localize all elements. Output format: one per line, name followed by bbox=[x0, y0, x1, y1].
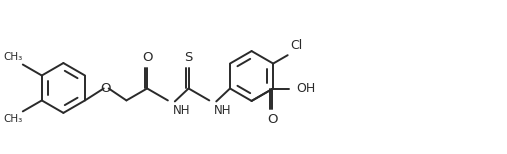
Text: O: O bbox=[100, 82, 111, 95]
Text: OH: OH bbox=[297, 82, 316, 95]
Text: NH: NH bbox=[173, 104, 190, 117]
Text: O: O bbox=[142, 51, 153, 64]
Text: CH₃: CH₃ bbox=[4, 114, 23, 124]
Text: CH₃: CH₃ bbox=[4, 52, 23, 62]
Text: O: O bbox=[267, 113, 277, 126]
Text: Cl: Cl bbox=[291, 39, 303, 52]
Text: NH: NH bbox=[214, 104, 232, 117]
Text: S: S bbox=[185, 51, 193, 64]
